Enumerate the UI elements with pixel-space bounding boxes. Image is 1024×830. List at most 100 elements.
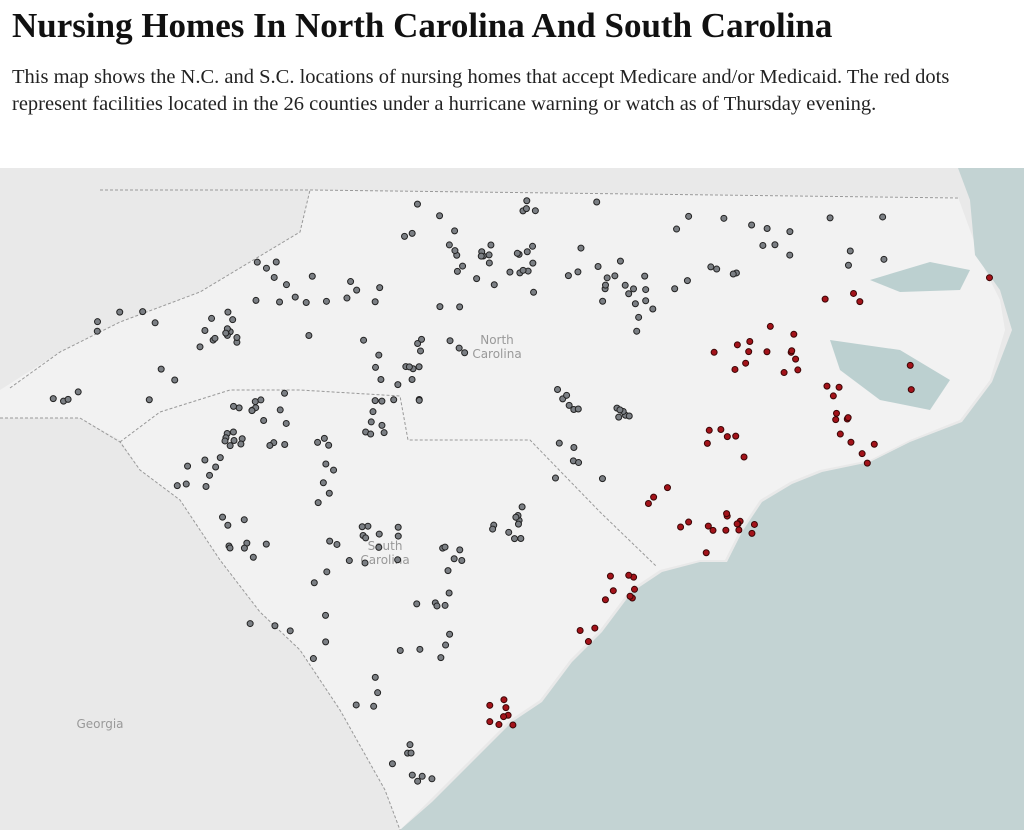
facility-dot <box>713 265 721 273</box>
facility-dot <box>226 544 234 552</box>
facility-dot <box>625 412 633 420</box>
facility-dot <box>642 297 650 305</box>
facility-dot <box>370 702 378 710</box>
warning-facility-dot <box>985 274 993 282</box>
facility-dot <box>201 327 209 335</box>
facility-dot <box>485 251 493 259</box>
facility-dot <box>378 397 386 405</box>
warning-facility-dot <box>486 718 494 726</box>
facility-dot <box>145 396 153 404</box>
facility-dot <box>641 272 649 280</box>
warning-facility-dot <box>836 430 844 438</box>
nc-north-border <box>100 189 961 199</box>
facility-dot <box>347 278 355 286</box>
facility-dot <box>325 441 333 449</box>
facility-dot <box>407 749 415 757</box>
warning-facility-dot <box>833 409 841 417</box>
facility-dot <box>322 297 330 305</box>
facility-dot <box>219 513 227 521</box>
facility-dot <box>173 482 181 490</box>
nc-label-2: Carolina <box>472 347 521 361</box>
facility-dot <box>489 525 497 533</box>
facility-dot <box>729 270 737 278</box>
warning-facility-dot <box>850 289 858 297</box>
facility-dot <box>358 523 366 531</box>
facility-dot <box>49 395 57 403</box>
facility-dot <box>512 513 520 521</box>
facility-dot <box>276 406 284 414</box>
facility-dot <box>201 456 209 464</box>
facility-dot <box>564 272 572 280</box>
facility-dot <box>602 281 610 289</box>
facility-dot <box>490 281 498 289</box>
facility-dot <box>748 221 756 229</box>
warning-facility-dot <box>745 348 753 356</box>
warning-facility-dot <box>792 355 800 363</box>
warning-facility-dot <box>591 624 599 632</box>
facility-dot <box>444 567 452 575</box>
facility-dot <box>671 285 679 293</box>
facility-dot <box>594 263 602 271</box>
facility-dot <box>252 296 260 304</box>
facility-dot <box>414 777 422 785</box>
warning-facility-dot <box>723 433 731 441</box>
warning-facility-dot <box>709 526 717 534</box>
warning-facility-dot <box>823 382 831 390</box>
facility-dot <box>487 241 495 249</box>
warning-facility-dot <box>907 386 915 394</box>
facility-dot <box>330 466 338 474</box>
facility-dot <box>473 275 481 283</box>
nc-sc-border <box>119 389 657 567</box>
facility-dot <box>372 363 380 371</box>
facility-dot <box>184 462 192 470</box>
warning-facility-dot <box>780 369 788 377</box>
facility-dot <box>455 344 463 352</box>
warning-facility-dot <box>733 520 741 528</box>
facility-dot <box>451 227 459 235</box>
facility-dot <box>375 543 383 551</box>
facility-dot <box>322 460 330 468</box>
facility-dot <box>453 267 461 275</box>
facility-dot <box>322 638 330 646</box>
facility-dot <box>286 627 294 635</box>
facility-dot <box>436 303 444 311</box>
facility-dot <box>451 247 459 255</box>
facility-dot <box>436 212 444 220</box>
facility-dot <box>396 647 404 655</box>
ocean <box>400 168 1024 830</box>
facility-dot <box>251 398 259 406</box>
warning-facility-dot <box>625 571 633 579</box>
facility-dot <box>394 523 402 531</box>
facility-dot <box>441 601 449 609</box>
facility-dot <box>326 537 334 545</box>
facility-dot <box>635 313 643 321</box>
albemarle <box>870 262 970 292</box>
ga-border <box>0 417 401 830</box>
sc-label-1: South <box>368 539 403 553</box>
warning-facility-dot <box>601 596 609 604</box>
facility-dot <box>603 274 611 282</box>
facility-dot <box>272 258 280 266</box>
facility-dot <box>371 673 379 681</box>
facility-dot <box>414 339 422 347</box>
facility-dot <box>224 521 232 529</box>
facility-dot <box>437 654 445 662</box>
facility-dot <box>240 544 248 552</box>
facility-dot <box>529 242 537 250</box>
facility-dot <box>266 441 274 449</box>
warning-facility-dot <box>703 439 711 447</box>
facility-dot <box>630 285 638 293</box>
facility-dot <box>362 534 370 542</box>
facility-dot <box>281 441 289 449</box>
facility-dot <box>248 407 256 415</box>
facility-dot <box>599 297 607 305</box>
facility-dot <box>625 290 633 298</box>
warning-facility-dot <box>704 522 712 530</box>
warning-facility-dot <box>723 510 731 518</box>
facility-dot <box>554 385 562 393</box>
facility-dot <box>477 252 485 260</box>
facility-dot <box>523 197 531 205</box>
facility-dot <box>616 257 624 265</box>
pamlico <box>830 340 950 410</box>
facility-dot <box>461 349 469 357</box>
